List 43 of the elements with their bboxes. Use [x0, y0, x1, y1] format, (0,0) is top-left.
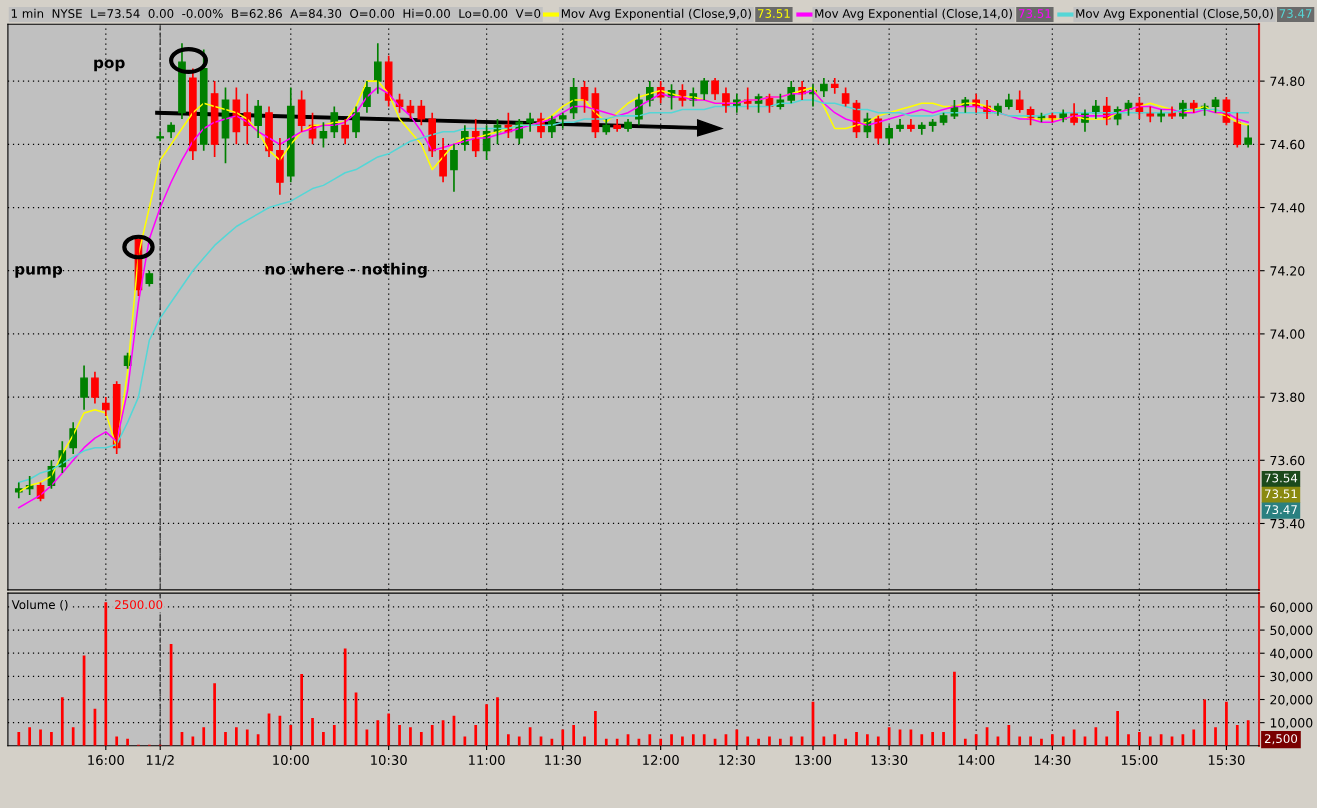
y-tick-label: 73.60	[1270, 455, 1305, 466]
x-tick-label: 15:30	[1208, 755, 1245, 766]
x-tick-label: 10:30	[371, 755, 407, 766]
text: 2,500	[1264, 734, 1298, 745]
y-tick-label: 74.60	[1270, 139, 1305, 150]
annotation: pop	[94, 59, 125, 72]
x-tick-label: 14:30	[1034, 755, 1071, 766]
x-tick-label: 13:00	[795, 755, 832, 766]
x-tick-label: 13:30	[871, 755, 908, 766]
legend-label: Mov Avg Exponential (Close,50,0)	[1076, 8, 1273, 21]
x-tick-label: 12:30	[719, 755, 755, 766]
y-tick-label: 60,000	[1270, 602, 1313, 614]
chart-title: 1 min NYSE L=73.54 0.00 -0.00% B=62.86 A=84.30 O=0.00 Hi=0.00 Lo=0.00 V=0	[11, 8, 541, 18]
y-tick-label: 10,000	[1270, 718, 1313, 729]
y-tick-label: 74.20	[1270, 266, 1305, 276]
legend-label: Mov Avg Exponential (Close,9,0)	[561, 8, 751, 21]
text: 73.51	[1018, 9, 1051, 18]
x-tick-label: 11/2	[146, 755, 174, 767]
text: 73.47	[1279, 9, 1312, 18]
x-tick-label: 11:00	[469, 755, 505, 766]
x-tick-label: 11:30	[545, 755, 581, 766]
y-tick-label: 40,000	[1270, 648, 1313, 660]
y-tick-label: 73.80	[1270, 392, 1305, 403]
x-tick-label: 16:00	[88, 755, 124, 766]
text: 73.47	[1265, 505, 1297, 515]
y-tick-label: 30,000	[1270, 671, 1313, 683]
annotation: Volume ()	[11, 599, 68, 611]
y-tick-label: 74.00	[1270, 329, 1305, 339]
x-tick-label: 15:00	[1121, 755, 1158, 766]
y-tick-label: 74.40	[1270, 202, 1305, 213]
annotation: pump	[15, 265, 63, 278]
text: 73.54	[1265, 473, 1298, 483]
x-tick-label: 10:00	[273, 755, 309, 766]
y-tick-label: 50,000	[1270, 625, 1313, 637]
text: 73.51	[1265, 489, 1297, 499]
x-tick-label: 14:00	[958, 755, 995, 766]
y-tick-label: 20,000	[1270, 694, 1313, 706]
y-tick-label: 73.40	[1270, 518, 1305, 529]
y-tick-label: 74.80	[1270, 76, 1305, 87]
x-tick-label: 12:00	[643, 755, 679, 766]
annotation: 2500.00	[115, 600, 163, 610]
text: 73.51	[757, 9, 790, 18]
legend-label: Mov Avg Exponential (Close,14,0)	[815, 8, 1012, 21]
